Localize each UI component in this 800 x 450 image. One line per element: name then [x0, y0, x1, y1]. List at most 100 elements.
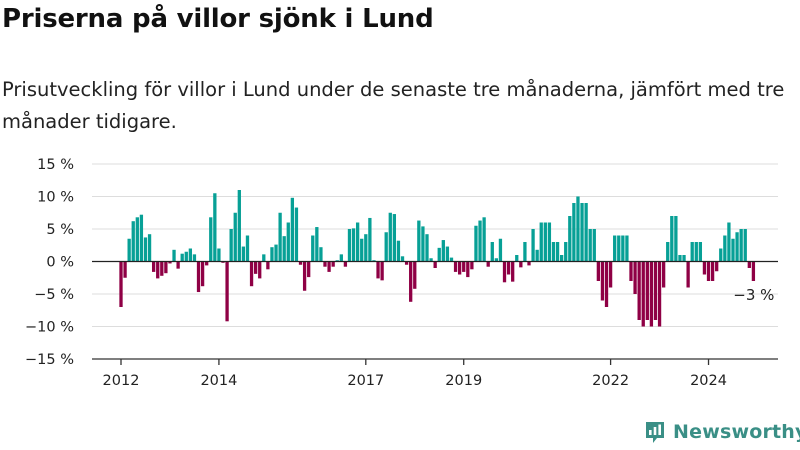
bar: [139, 214, 144, 262]
bar: [653, 261, 658, 320]
brand: Newsworthy: [644, 419, 800, 445]
bar: [739, 229, 743, 262]
bar: [245, 235, 250, 262]
bar: [282, 236, 286, 262]
bar: [706, 261, 711, 281]
bar: [421, 226, 425, 262]
bar: [539, 222, 543, 262]
x-tick-label: 2014: [200, 373, 237, 389]
bar: [670, 216, 674, 262]
bar: [151, 261, 156, 272]
bar: [559, 255, 564, 262]
bar: [576, 196, 580, 262]
bar: [633, 261, 637, 294]
bar: [396, 240, 401, 262]
bars: [119, 190, 756, 327]
bar: [319, 247, 323, 262]
y-tick-label: −10 %: [25, 320, 74, 336]
bar: [682, 255, 686, 262]
bar: [311, 235, 315, 262]
bar: [123, 261, 127, 278]
bar: [543, 222, 547, 262]
bar: [449, 257, 454, 262]
bar: [127, 238, 131, 262]
bar: [400, 256, 405, 262]
bar: [727, 222, 731, 262]
bar: [490, 242, 494, 262]
bar: [649, 261, 654, 327]
bar: [555, 242, 560, 262]
bar: [747, 261, 751, 268]
bar: [657, 261, 662, 327]
bar-chart: 15 %10 %5 %0 %−5 %−10 %−15 % 2012 2014 201…: [25, 157, 778, 389]
bar: [225, 261, 229, 322]
bar: [462, 261, 466, 272]
bar: [249, 261, 254, 287]
bar: [364, 234, 368, 262]
bar: [519, 261, 523, 268]
bar: [474, 225, 478, 262]
brand-name: Newsworthy: [673, 421, 800, 443]
bar: [258, 261, 262, 279]
bar: [678, 255, 682, 262]
bar: [580, 203, 584, 262]
bar: [551, 242, 556, 262]
grid-lines: [92, 163, 778, 327]
bar: [241, 246, 246, 262]
bar: [425, 234, 429, 262]
bar: [217, 248, 221, 262]
bar: [637, 261, 641, 320]
bar: [388, 212, 392, 262]
bar: [294, 207, 299, 262]
bar: [613, 235, 617, 262]
bar: [531, 229, 535, 262]
bar: [192, 254, 197, 262]
bar: [384, 232, 388, 262]
bar: [482, 217, 486, 262]
bar: [584, 203, 588, 262]
bar: [286, 222, 290, 262]
bar: [735, 232, 739, 262]
bar: [453, 261, 458, 272]
x-tick-label: 2012: [103, 373, 140, 389]
chart-subtitle: Prisutveckling för villor i Lund under d…: [2, 78, 785, 133]
bar: [666, 242, 670, 262]
bar: [209, 217, 213, 262]
bar: [213, 193, 217, 262]
bar: [608, 261, 613, 288]
bar: [380, 261, 384, 281]
bar: [572, 203, 576, 262]
bar: [205, 261, 209, 266]
bar: [604, 261, 609, 307]
bar: [270, 247, 274, 262]
bar: [527, 261, 531, 266]
bar: [617, 235, 621, 262]
bar: [511, 261, 515, 282]
bar: [131, 221, 135, 262]
bar: [621, 235, 625, 262]
bar: [568, 216, 572, 262]
bar: [331, 261, 335, 267]
y-tick-label: 5 %: [46, 222, 74, 238]
bar: [686, 261, 690, 288]
bar: [368, 217, 372, 262]
x-tick-label: 2024: [690, 373, 727, 389]
x-tick-label: 2017: [347, 373, 384, 389]
last-value-annotation: −3 %: [733, 286, 774, 304]
bar: [351, 228, 356, 262]
bar: [376, 261, 380, 279]
bar: [180, 253, 184, 262]
y-tick-label: 15 %: [37, 157, 74, 173]
bar: [164, 261, 168, 274]
bar: [592, 229, 596, 262]
x-tick-label: 2022: [592, 373, 629, 389]
bar: [290, 197, 295, 262]
bar: [176, 261, 180, 269]
bar: [417, 220, 421, 262]
bar: [360, 238, 364, 262]
bar: [751, 261, 756, 281]
bar: [641, 261, 645, 327]
bar: [629, 261, 633, 281]
bar: [200, 261, 205, 287]
bar: [437, 247, 441, 262]
